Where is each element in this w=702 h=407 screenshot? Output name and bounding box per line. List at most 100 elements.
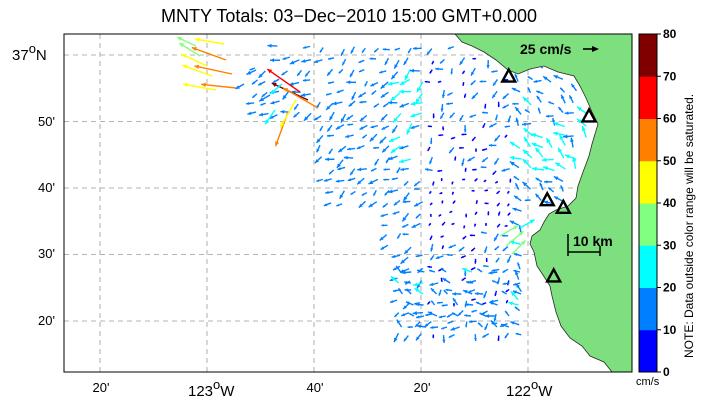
current-vector-387 — [482, 264, 489, 268]
current-vector-5 — [361, 47, 366, 54]
current-vector-239 — [349, 168, 356, 176]
current-vector-150 — [524, 109, 531, 114]
current-vector-235 — [557, 147, 565, 159]
colorbar-unit: cm/s — [636, 376, 660, 388]
current-vector-510 — [182, 82, 217, 91]
current-vector-508 — [181, 53, 208, 67]
current-vector-465 — [465, 280, 474, 284]
current-vector-442 — [415, 333, 422, 341]
current-vector-274 — [494, 180, 499, 184]
current-vector-34 — [304, 70, 311, 77]
current-vector-138 — [380, 113, 388, 122]
current-vector-363 — [470, 247, 476, 252]
colorbar-bands — [639, 34, 657, 373]
current-vector-45 — [450, 68, 453, 75]
current-vector-27 — [459, 57, 466, 66]
current-vector-74 — [542, 75, 552, 83]
current-vector-422 — [401, 312, 410, 317]
current-vector-181 — [369, 133, 378, 142]
current-vector-484 — [465, 303, 474, 307]
current-vector-507 — [178, 42, 201, 57]
current-vector-142 — [439, 112, 445, 120]
current-vector-482 — [441, 304, 448, 307]
current-vector-194 — [563, 134, 574, 139]
current-vector-2 — [319, 47, 324, 53]
current-vector-397 — [497, 277, 501, 285]
current-vector-11 — [426, 48, 433, 56]
lat-label-40: 40' — [38, 180, 55, 195]
current-vector-446 — [474, 334, 477, 342]
current-vector-315 — [506, 203, 510, 207]
current-vector-112 — [382, 102, 389, 108]
current-vector-301 — [323, 202, 332, 207]
current-vector-295 — [506, 190, 510, 195]
current-vector-443 — [432, 334, 435, 339]
current-vector-514 — [201, 82, 237, 89]
current-vector-87 — [380, 91, 389, 99]
reference-arrow: 25 cm/s — [520, 41, 599, 57]
current-vector-430 — [514, 306, 521, 312]
current-vector-35 — [326, 68, 334, 77]
current-vector-283 — [361, 192, 368, 196]
current-vector-66 — [462, 81, 465, 87]
current-vector-355 — [501, 234, 509, 237]
current-vector-339 — [451, 222, 455, 226]
current-vector-279 — [553, 175, 564, 183]
colorbar-tick-70: 70 — [663, 69, 677, 83]
lat-label-20: 20' — [38, 313, 55, 328]
current-vector-169 — [482, 123, 486, 129]
current-vector-84 — [351, 91, 357, 101]
current-vector-505 — [500, 323, 510, 328]
current-vector-359 — [430, 243, 434, 252]
current-vector-269 — [440, 178, 443, 182]
current-vector-171 — [504, 125, 511, 128]
current-vector-509 — [182, 64, 213, 77]
current-vector-43 — [429, 69, 433, 74]
current-vector-490 — [427, 311, 438, 317]
current-vector-158 — [335, 124, 345, 130]
current-vector-277 — [535, 177, 543, 183]
current-vector-335 — [401, 223, 409, 229]
current-vector-151 — [537, 107, 541, 114]
current-vector-185 — [438, 134, 444, 137]
current-vector-100 — [559, 87, 566, 93]
current-vector-148 — [507, 115, 512, 123]
current-vector-121 — [512, 102, 519, 106]
current-vector-331 — [497, 211, 501, 216]
current-vector-4 — [350, 46, 356, 54]
colorbar-band-5 — [639, 118, 657, 162]
current-vector-231 — [509, 155, 522, 161]
current-vector-258 — [316, 178, 324, 183]
current-vector-145 — [469, 114, 477, 118]
current-vector-525 — [499, 224, 519, 237]
current-vector-116 — [440, 103, 444, 112]
current-vector-271 — [462, 178, 466, 181]
current-vector-178 — [326, 134, 335, 138]
current-vector-188 — [471, 136, 477, 142]
current-vector-475 — [462, 289, 473, 295]
current-vector-344 — [504, 224, 508, 227]
current-vector-59 — [370, 81, 379, 87]
current-vector-361 — [448, 244, 457, 249]
current-vector-389 — [502, 268, 509, 274]
current-vector-60 — [380, 81, 389, 90]
current-vector-233 — [534, 147, 544, 158]
current-vector-486 — [489, 301, 498, 306]
plot-area: 25 cm/s 10 km — [63, 33, 633, 373]
current-vector-463 — [429, 282, 439, 286]
current-vector-390 — [516, 262, 521, 270]
current-vector-206 — [448, 147, 455, 154]
current-vector-402 — [438, 289, 442, 296]
current-vector-432 — [424, 321, 432, 328]
current-vector-520 — [264, 109, 276, 125]
current-vector-24 — [403, 57, 409, 66]
current-vector-280 — [325, 190, 334, 195]
current-vector-477 — [501, 290, 507, 295]
current-vector-207 — [458, 146, 464, 149]
current-vector-434 — [465, 321, 468, 328]
current-vector-217 — [314, 156, 323, 164]
current-vector-332 — [507, 212, 511, 216]
current-vector-526 — [505, 230, 524, 247]
current-vector-128 — [258, 112, 269, 117]
current-vector-25 — [431, 60, 435, 65]
